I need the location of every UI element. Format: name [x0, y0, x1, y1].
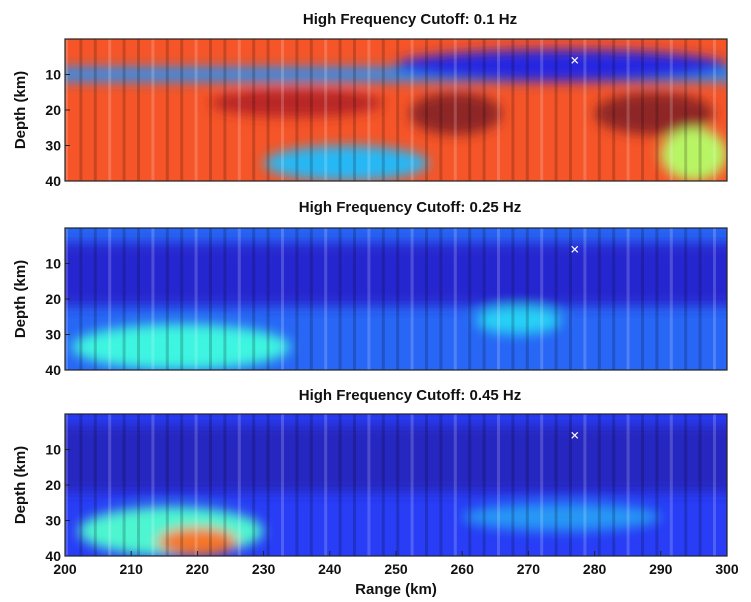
- x-tick-label: 290: [649, 561, 673, 577]
- x-tick-label: 230: [252, 561, 276, 577]
- panel-title: High Frequency Cutoff: 0.45 Hz: [299, 387, 522, 404]
- y-tick-label: 10: [45, 67, 61, 83]
- heatmap-blob-3: [263, 145, 430, 181]
- y-tick-label: 30: [45, 513, 61, 529]
- x-tick-label: 240: [318, 561, 342, 577]
- heatmap-blob-4: [462, 502, 661, 532]
- panel-3: High Frequency Cutoff: 0.45 Hz 10 20 30 40 De…: [12, 387, 739, 598]
- y-axis-label: Depth (km): [12, 71, 29, 149]
- heatmap-texture: [65, 228, 716, 370]
- y-tick-label: 10: [45, 256, 61, 272]
- heatmap-blob-3: [157, 527, 238, 556]
- y-tick-label: 40: [45, 173, 61, 189]
- x-tick-label: 260: [451, 561, 475, 577]
- y-tick-label: 10: [45, 442, 61, 458]
- y-axis-label: Depth (km): [12, 260, 29, 338]
- heatmap-blob-5: [594, 92, 714, 135]
- x-tick-label: 210: [120, 561, 144, 577]
- heatmap-blob-2: [71, 323, 291, 370]
- y-tick-label: 20: [45, 291, 61, 307]
- y-tick-label: 30: [45, 138, 61, 154]
- y-tick-label: 40: [45, 362, 61, 378]
- x-tick-label: 270: [517, 561, 541, 577]
- x-axis-label: Range (km): [355, 581, 437, 598]
- heatmap-field: [65, 39, 727, 181]
- y-tick-label: 30: [45, 327, 61, 343]
- heatmap-band-1: [65, 424, 727, 493]
- x-tick-label: 300: [715, 561, 739, 577]
- heatmap-texture: [65, 414, 716, 556]
- x-tick-label: 200: [53, 561, 77, 577]
- panel-title: High Frequency Cutoff: 0.1 Hz: [303, 11, 517, 28]
- location-marker: [571, 245, 579, 253]
- heatmap-blob-6: [210, 88, 383, 118]
- heatmap-blob-4: [409, 92, 502, 135]
- y-tick-label: 20: [45, 477, 61, 493]
- heatmap-blob-7: [660, 127, 727, 181]
- heatmap-band-1: [65, 242, 727, 307]
- heatmap-blob-2: [396, 49, 727, 82]
- heatmap-field: [65, 228, 727, 370]
- panel-2: High Frequency Cutoff: 0.25 Hz 10 20 30 40 De…: [12, 199, 728, 378]
- panel-1: High Frequency Cutoff: 0.1 Hz 10 20 30 40 Dep…: [12, 11, 728, 189]
- location-marker: [571, 56, 579, 64]
- y-tick-label: 40: [45, 548, 61, 564]
- x-tick-label: 250: [384, 561, 408, 577]
- panel-title: High Frequency Cutoff: 0.25 Hz: [299, 199, 522, 216]
- location-marker: [571, 431, 579, 439]
- y-axis-label: Depth (km): [12, 446, 29, 524]
- x-tick-label: 220: [186, 561, 210, 577]
- x-tick-label: 280: [583, 561, 607, 577]
- heatmap-texture: [65, 39, 716, 181]
- y-tick-label: 20: [45, 102, 61, 118]
- heatmap-blob-3: [475, 306, 562, 335]
- heatmap-field: [65, 414, 727, 556]
